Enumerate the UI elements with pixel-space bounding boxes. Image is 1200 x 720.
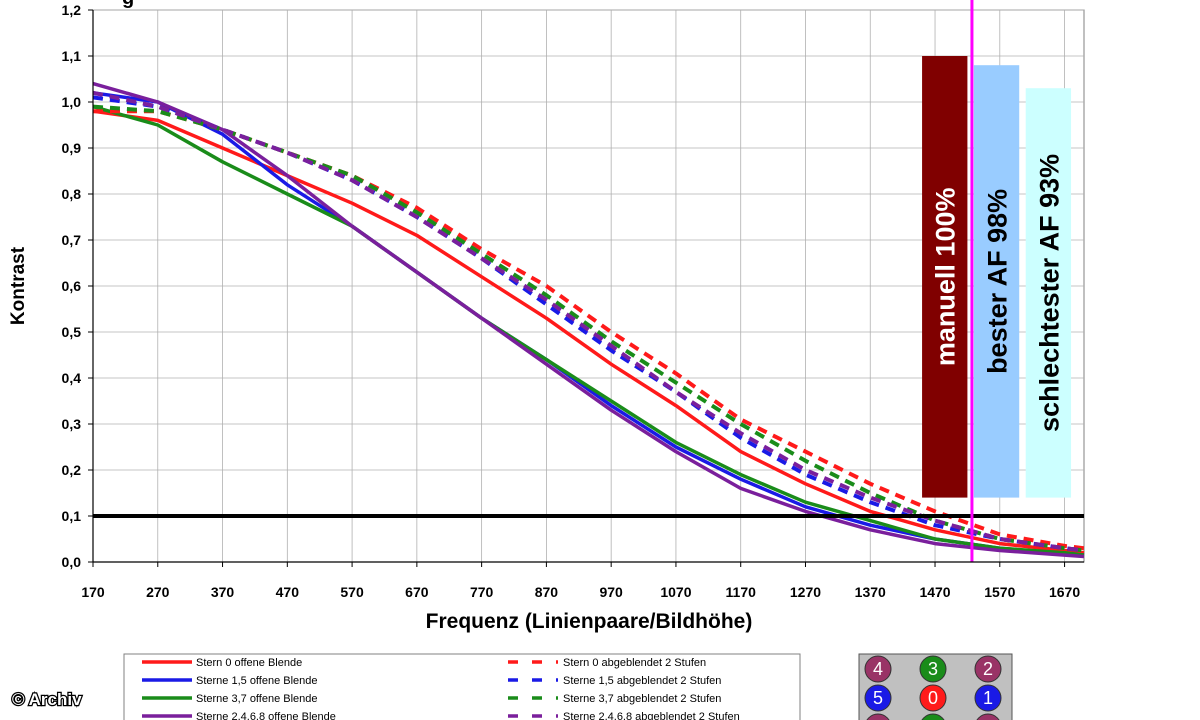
x-tick-label: 1170	[726, 584, 757, 600]
x-tick-label: 270	[146, 584, 170, 600]
y-tick-label: 0,6	[62, 278, 82, 294]
legend-label: Sterne 3,7 offene Blende	[196, 693, 318, 705]
chart-title-fragment: g	[122, 0, 134, 9]
af-bar	[922, 56, 968, 498]
legend-label: Sterne 1,5 abgeblendet 2 Stufen	[563, 675, 721, 687]
marker-label: 1	[983, 688, 993, 708]
axes	[92, 10, 1084, 563]
x-tick-label: 1570	[984, 584, 1015, 600]
y-tick-label: 0,3	[62, 416, 82, 432]
marker-label: 5	[873, 688, 883, 708]
x-tick-label: 570	[340, 584, 364, 600]
x-tick-label: 470	[276, 584, 300, 600]
y-tick-label: 0,2	[62, 462, 82, 478]
af-bar-label: manuell 100%	[931, 188, 961, 367]
chart-title-text: g	[122, 0, 134, 9]
x-tick-label: 1670	[1049, 584, 1080, 600]
y-tick-label: 0,9	[62, 140, 82, 156]
x-tick-label: 670	[405, 584, 429, 600]
marker-circle	[866, 713, 890, 720]
marker-circle	[974, 655, 1002, 683]
marker-circle	[919, 684, 947, 712]
y-tick-label: 0,8	[62, 186, 82, 202]
legend-label: Stern 0 offene Blende	[196, 657, 302, 669]
series-line	[92, 104, 1085, 557]
credit-text: © Archiv	[12, 690, 82, 709]
marker-label: 4	[873, 659, 883, 679]
legend: Stern 0 offene Blende Sterne 1,5 offene B…	[142, 657, 740, 720]
af-bar	[1025, 88, 1072, 498]
legend-label: Stern 0 abgeblendet 2 Stufen	[563, 657, 706, 669]
x-tick-label: 170	[81, 584, 105, 600]
marker-circle	[919, 655, 947, 683]
legend-label: Sterne 3,7 abgeblendet 2 Stufen	[563, 693, 721, 705]
marker-circle	[864, 655, 892, 683]
marker-label: 3	[928, 659, 938, 679]
af-bar-label: schlechtester AF 93%	[1034, 154, 1064, 432]
x-tick-label: 770	[470, 584, 494, 600]
series-line	[92, 81, 1085, 559]
marker-label: 0	[928, 688, 938, 708]
series-line	[92, 90, 1085, 553]
x-tick-label: 1470	[919, 584, 950, 600]
x-tick-label: 970	[599, 584, 623, 600]
x-tick-label: 1270	[790, 584, 821, 600]
x-tick-label: 1070	[660, 584, 691, 600]
marker-circle	[974, 684, 1002, 712]
y-tick-label: 1,0	[62, 94, 82, 110]
x-tick-labels: 170 270 370 470 570 670 770 870 970 1070 1170 1270 1…	[81, 584, 1080, 600]
y-tick-label: 0,7	[62, 232, 82, 248]
marker-circle	[976, 713, 1000, 720]
marker-circle	[921, 713, 945, 720]
legend-label: Sterne 2,4,6,8 abgeblendet 2 Stufen	[563, 711, 740, 720]
y-tick-label: 0,1	[62, 508, 82, 524]
x-tick-label: 1370	[855, 584, 886, 600]
x-tick-label: 370	[211, 584, 235, 600]
af-bars: manuell 100% bester AF 98% schlechtester A…	[922, 56, 1072, 498]
x-tick-label: 870	[535, 584, 559, 600]
marker-grid: 4 3 2 5 0 1	[864, 655, 1002, 720]
legend-box	[123, 653, 801, 720]
y-tick-labels: 0,0 0,1 0,2 0,3 0,4 0,5 0,6 0,7 0,8 0,9 1,0 1,1 1,2	[62, 2, 82, 570]
af-bar-label: bester AF 98%	[983, 189, 1013, 374]
af-bar	[973, 65, 1020, 498]
y-axis-title: Kontrast	[8, 246, 29, 325]
y-tick-label: 1,1	[62, 48, 82, 64]
x-axis-title: Frequenz (Linienpaare/Bildhöhe)	[426, 610, 753, 633]
y-tick-label: 0,0	[62, 554, 82, 570]
series-lines	[92, 81, 1085, 559]
legend-label: Sterne 1,5 offene Blende	[196, 675, 318, 687]
reference-lines	[93, 0, 1084, 562]
y-tick-label: 1,2	[62, 2, 82, 18]
y-tick-label: 0,5	[62, 324, 82, 340]
legend-label: Sterne 2,4,6,8 offene Blende	[196, 711, 336, 720]
y-tick-label: 0,4	[62, 370, 82, 386]
marker-circle	[864, 684, 892, 712]
marker-label: 2	[983, 659, 993, 679]
